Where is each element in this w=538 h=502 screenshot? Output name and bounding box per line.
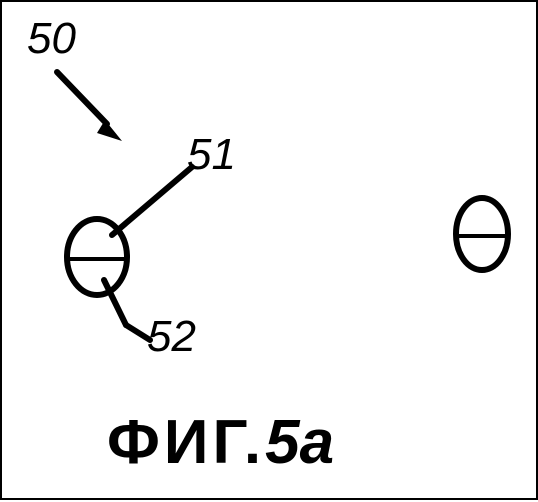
- figure-caption: ФИГ.5a: [107, 407, 334, 478]
- ref-number-50: 50: [27, 14, 76, 64]
- figure-caption-suffix: 5a: [265, 408, 334, 477]
- ref-number-51: 51: [187, 130, 236, 180]
- ref-number-52: 52: [147, 312, 196, 362]
- figure-stage: 50 51 52 ФИГ.5a: [0, 0, 538, 500]
- figure-caption-main: ФИГ.: [107, 408, 265, 477]
